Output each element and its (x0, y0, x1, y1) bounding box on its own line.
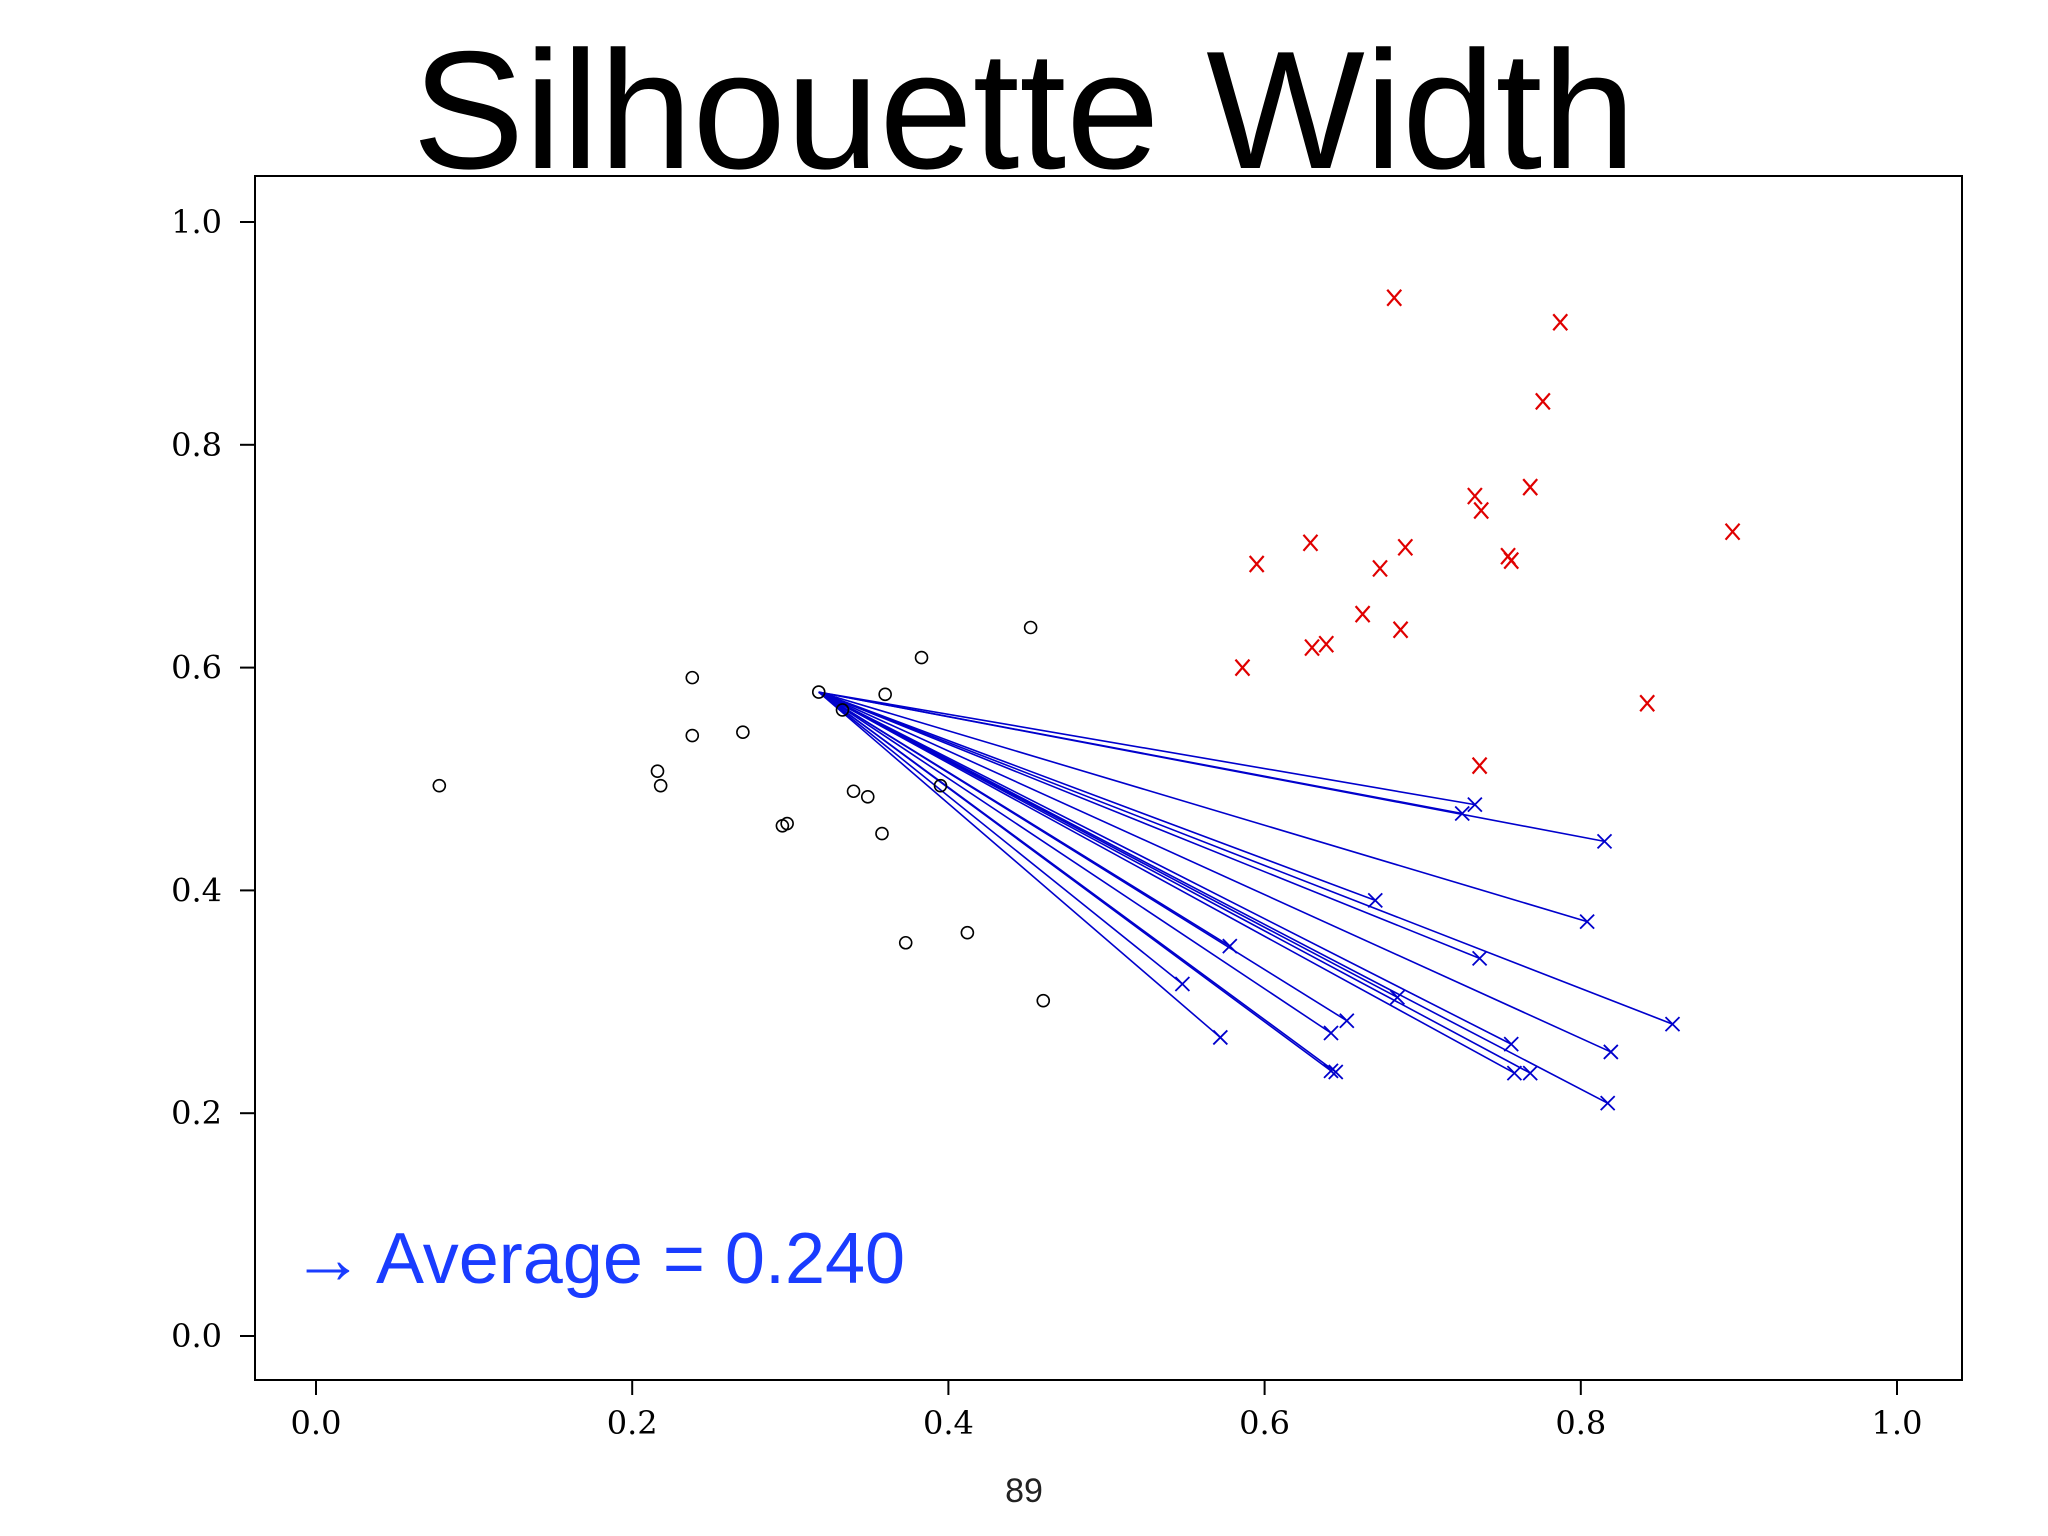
connector-line (818, 691, 1183, 985)
connector-line (818, 691, 1673, 1025)
circle-point (811, 685, 826, 699)
blue-x-point (1174, 976, 1191, 992)
circle-point (846, 784, 861, 799)
circle-point (898, 935, 913, 950)
connector-line (818, 691, 1476, 806)
red-x-point (1372, 559, 1388, 578)
blue-x-point (1503, 1036, 1519, 1052)
blue-x-point (1522, 1065, 1538, 1081)
y-tick-label: 0.0 (171, 1317, 222, 1355)
blue-x-point (1579, 913, 1595, 930)
blue-x-point (1664, 1016, 1681, 1032)
circle-point (878, 687, 892, 702)
red-x-point (1471, 756, 1488, 775)
blue-x-point (1454, 805, 1470, 822)
average-arrow: → (292, 1219, 364, 1299)
y-axis: 0.0 0.2 0.4 0.6 0.8 1.0 (171, 203, 256, 1355)
x-tick-label: 0.8 (1555, 1404, 1606, 1442)
y-tick-label: 0.2 (171, 1094, 222, 1132)
connector-line (818, 691, 1348, 1022)
x-axis: 0.0 0.2 0.4 0.6 0.8 1.0 (291, 1379, 1923, 1442)
circle-point (432, 778, 447, 793)
blue-x-point (1339, 1013, 1355, 1029)
y-tick-label: 1.0 (171, 203, 222, 241)
circle-point (875, 826, 889, 841)
red-x-point (1535, 392, 1551, 411)
red-x-point (1467, 487, 1483, 505)
y-tick-label: 0.8 (171, 426, 222, 464)
connector-line (818, 691, 1512, 1045)
red-x-point (1386, 289, 1403, 307)
circle-point (914, 650, 929, 665)
circle-point (685, 670, 700, 685)
red-x-point (1354, 605, 1371, 623)
circle-point (1023, 620, 1038, 635)
circle-point (860, 790, 875, 804)
blue-x-point (1596, 833, 1613, 850)
x-tick-label: 0.6 (1239, 1404, 1290, 1442)
red-x-point (1503, 551, 1520, 570)
blue-x-point (1467, 796, 1483, 813)
blue-x-point (1471, 950, 1488, 966)
connector-line (818, 691, 1531, 1074)
blue-x-point (1323, 1063, 1339, 1079)
circle-point (780, 816, 794, 831)
blue-x-point (1600, 1095, 1616, 1111)
red-x-point (1392, 620, 1409, 639)
circle-point (653, 778, 668, 793)
y-tick-label: 0.4 (171, 871, 222, 909)
connector-line (818, 691, 1588, 923)
page-number: 89 (1005, 1472, 1043, 1510)
x-tick-label: 0.4 (923, 1404, 974, 1442)
average-label: Average = 0.240 (376, 1219, 905, 1299)
x-tick-label: 0.2 (607, 1404, 658, 1442)
blue-x-point (1506, 1065, 1523, 1081)
circle-point (835, 703, 850, 717)
connector-line (818, 691, 1612, 1053)
blue-x-point (1328, 1064, 1344, 1080)
red-x-point (1397, 538, 1414, 557)
blue-x-point (1603, 1044, 1619, 1060)
red-x-point (1522, 478, 1539, 496)
red-x-point (1639, 694, 1656, 712)
circle-point (960, 925, 975, 940)
blue-x-point (1323, 1025, 1339, 1041)
y-tick-label: 0.6 (171, 649, 222, 687)
average-annotation: → Average = 0.240 (292, 1219, 905, 1299)
connector-line (818, 691, 1376, 902)
markers (432, 289, 1741, 1111)
red-x-point (1473, 501, 1490, 520)
connector-line (818, 691, 1332, 1034)
circle-point (736, 725, 750, 740)
blue-x-point (1212, 1029, 1228, 1046)
red-x-point (1552, 313, 1569, 331)
circle-point (933, 778, 948, 793)
connector-line (818, 691, 1515, 1074)
circle-point (650, 764, 665, 779)
blue-x-point (1222, 938, 1238, 954)
red-x-point (1302, 534, 1319, 552)
x-tick-label: 1.0 (1872, 1404, 1923, 1442)
connector-line (818, 691, 1609, 1104)
slide-title: Silhouette Width (412, 16, 1636, 204)
red-x-point (1724, 522, 1741, 541)
connector-line (818, 691, 1332, 1072)
connector-line (818, 691, 1480, 960)
circle-point (1036, 993, 1051, 1008)
blue-x-point (1367, 892, 1383, 909)
x-tick-label: 0.0 (291, 1404, 342, 1442)
red-x-point (1318, 635, 1335, 653)
red-x-point (1248, 555, 1265, 573)
red-x-point (1304, 638, 1320, 657)
red-x-point (1234, 658, 1251, 677)
blue-x-point (1389, 989, 1406, 1005)
connector-line (818, 691, 1221, 1039)
circle-point (685, 728, 700, 743)
connector-lines (818, 691, 1673, 1104)
connector-line (818, 691, 1605, 843)
